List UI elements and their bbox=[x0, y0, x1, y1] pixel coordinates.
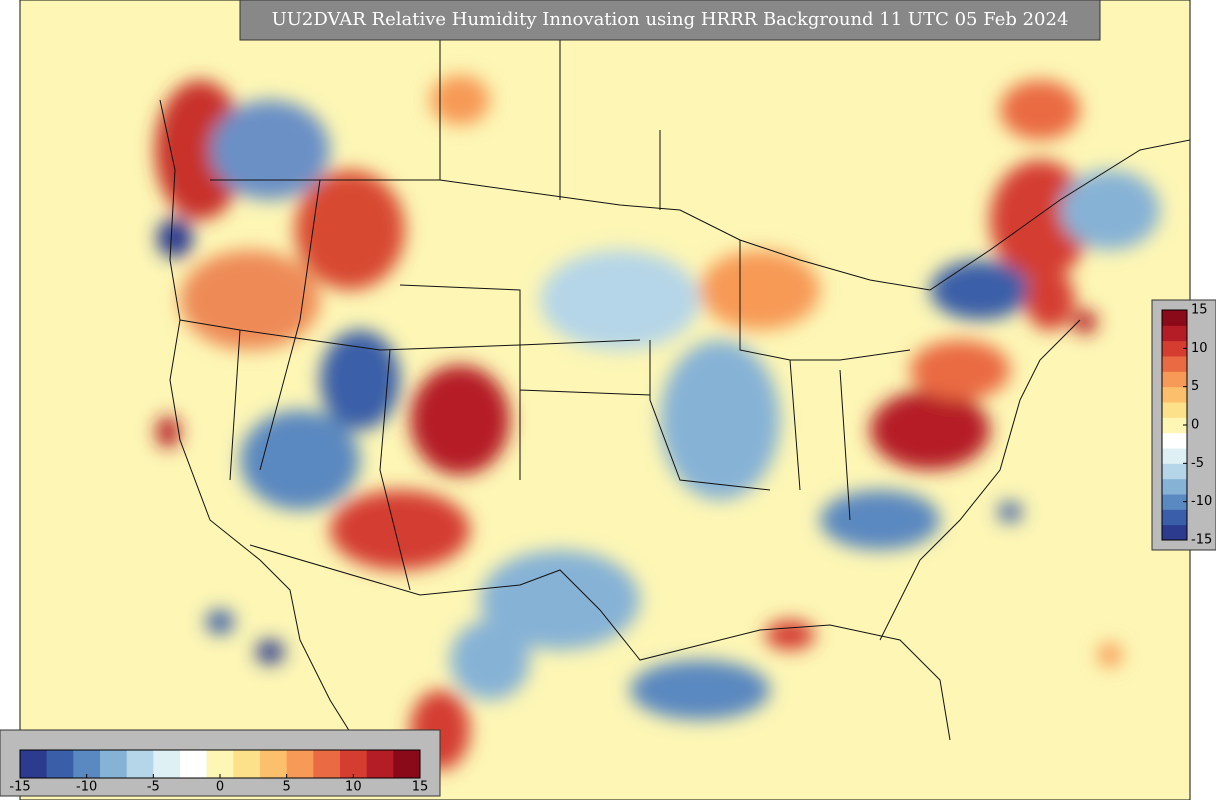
color-band bbox=[313, 750, 341, 778]
color-band bbox=[100, 750, 128, 778]
borders bbox=[159, 40, 1190, 781]
color-band bbox=[1162, 448, 1187, 464]
color-band bbox=[1162, 402, 1187, 418]
tick-label: -5 bbox=[147, 780, 160, 795]
color-band bbox=[180, 750, 208, 778]
map bbox=[20, 0, 1190, 800]
tick-label: 15 bbox=[1191, 303, 1208, 318]
color-band bbox=[260, 750, 288, 778]
color-band bbox=[1162, 524, 1187, 541]
color-band bbox=[1162, 386, 1187, 403]
humidity-field bbox=[155, 75, 1160, 770]
color-band bbox=[1162, 478, 1187, 495]
title-box bbox=[239, 0, 1101, 41]
color-band bbox=[1162, 463, 1187, 480]
color-band bbox=[46, 750, 74, 778]
color-band bbox=[153, 750, 181, 778]
tick-label: 5 bbox=[283, 780, 291, 795]
color-band bbox=[126, 750, 154, 778]
color-band bbox=[286, 750, 314, 778]
color-band bbox=[340, 750, 368, 778]
tick-label: 15 bbox=[412, 780, 429, 795]
color-band bbox=[1162, 340, 1187, 357]
color-band bbox=[1162, 509, 1187, 526]
tick-label: 0 bbox=[216, 780, 224, 795]
tick-label: 10 bbox=[345, 780, 362, 795]
tick-label: 5 bbox=[1191, 379, 1199, 394]
color-band bbox=[1162, 494, 1187, 510]
tick-label: -10 bbox=[1191, 494, 1212, 509]
color-band bbox=[1162, 417, 1187, 434]
color-band bbox=[1162, 310, 1187, 326]
color-band bbox=[1162, 432, 1187, 449]
tick-label: -15 bbox=[9, 780, 30, 795]
color-band bbox=[366, 750, 394, 778]
tick-label: -15 bbox=[1191, 533, 1212, 548]
tick-label: 10 bbox=[1191, 341, 1208, 356]
colorbar-horizontal: -15 -10 -5 0 5 10 15 bbox=[9, 749, 429, 795]
color-band bbox=[73, 750, 101, 778]
color-band bbox=[1162, 371, 1187, 388]
color-band bbox=[1162, 325, 1187, 342]
colorbar-vertical: 15 10 5 0 -5 -10 -15 bbox=[1161, 303, 1212, 548]
color-band bbox=[1162, 356, 1187, 372]
tick-label: -5 bbox=[1191, 456, 1204, 471]
tick-label: -10 bbox=[76, 780, 97, 795]
title: UU2DVAR Relative Humidity Innovation usi… bbox=[272, 9, 1069, 30]
tick-label: 0 bbox=[1191, 418, 1199, 433]
color-band bbox=[20, 750, 48, 778]
color-band bbox=[206, 750, 234, 778]
color-band bbox=[393, 750, 421, 778]
color-band bbox=[233, 750, 261, 778]
